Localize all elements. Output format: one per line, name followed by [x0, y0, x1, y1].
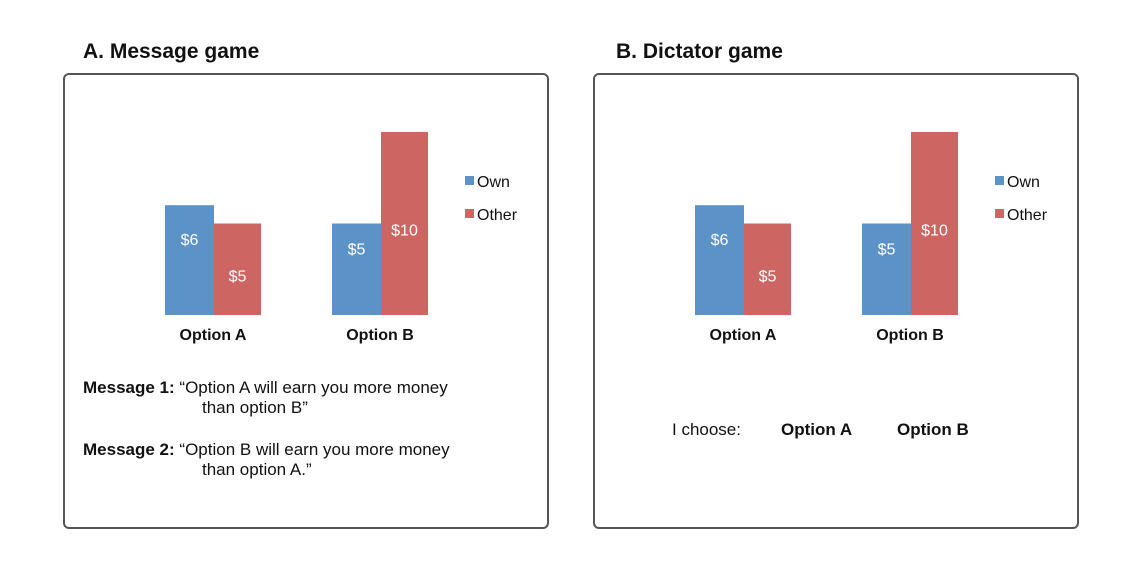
message-1: Message 1: “Option A will earn you more …	[83, 378, 448, 418]
choose-option-a[interactable]: Option A	[781, 420, 853, 439]
message-1-text-line2: than option B”	[202, 398, 308, 417]
choose-option-b[interactable]: Option B	[897, 420, 969, 439]
message-game-chart: $6 $5 Option A $5 $10 Option B Own Other	[165, 132, 518, 344]
data-label-own-1: $5	[348, 241, 366, 258]
data-label-other-1: $10	[391, 223, 418, 240]
message-2-text-line1: “Option B will earn you more money	[179, 440, 450, 459]
legend-label-own: Own	[1007, 174, 1040, 191]
category-label-1: Option B	[346, 327, 414, 344]
category-label-0: Option A	[710, 327, 777, 344]
message-1-label: Message 1:	[83, 378, 175, 397]
bar-own-1	[332, 223, 381, 315]
dictator-game-chart: $6 $5 Option A $5 $10 Option B Own Other	[695, 132, 1048, 344]
legend-swatch-other	[995, 209, 1004, 218]
data-label-own-0: $6	[711, 232, 729, 249]
bar-other-0	[744, 223, 791, 315]
data-label-other-1: $10	[921, 223, 948, 240]
panel-a-title: A. Message game	[83, 40, 260, 63]
message-2-text-line2: than option A.”	[202, 460, 312, 479]
legend-swatch-own	[465, 176, 474, 185]
category-label-0: Option A	[180, 327, 247, 344]
legend-label-own: Own	[477, 174, 510, 191]
panel-b-title: B. Dictator game	[616, 40, 783, 63]
legend-swatch-own	[995, 176, 1004, 185]
data-label-other-0: $5	[759, 268, 777, 285]
message-game-panel: $6 $5 Option A $5 $10 Option B Own Other Messag…	[63, 73, 549, 529]
bar-other-0	[214, 223, 261, 315]
legend-label-other: Other	[477, 207, 518, 224]
message-2: Message 2: “Option B will earn you more …	[83, 440, 450, 480]
message-2-label: Message 2:	[83, 440, 175, 459]
legend-label-other: Other	[1007, 207, 1048, 224]
message-1-text-line1: “Option A will earn you more money	[179, 378, 448, 397]
data-label-other-0: $5	[229, 268, 247, 285]
category-label-1: Option B	[876, 327, 944, 344]
choose-label: I choose:	[672, 420, 741, 439]
legend-swatch-other	[465, 209, 474, 218]
bar-other-1	[911, 132, 958, 315]
bar-own-1	[862, 223, 911, 315]
data-label-own-1: $5	[878, 241, 896, 258]
data-label-own-0: $6	[181, 232, 199, 249]
dictator-game-panel: $6 $5 Option A $5 $10 Option B Own Other I choo…	[593, 73, 1079, 529]
bar-other-1	[381, 132, 428, 315]
bar-own-0	[165, 205, 214, 315]
bar-own-0	[695, 205, 744, 315]
